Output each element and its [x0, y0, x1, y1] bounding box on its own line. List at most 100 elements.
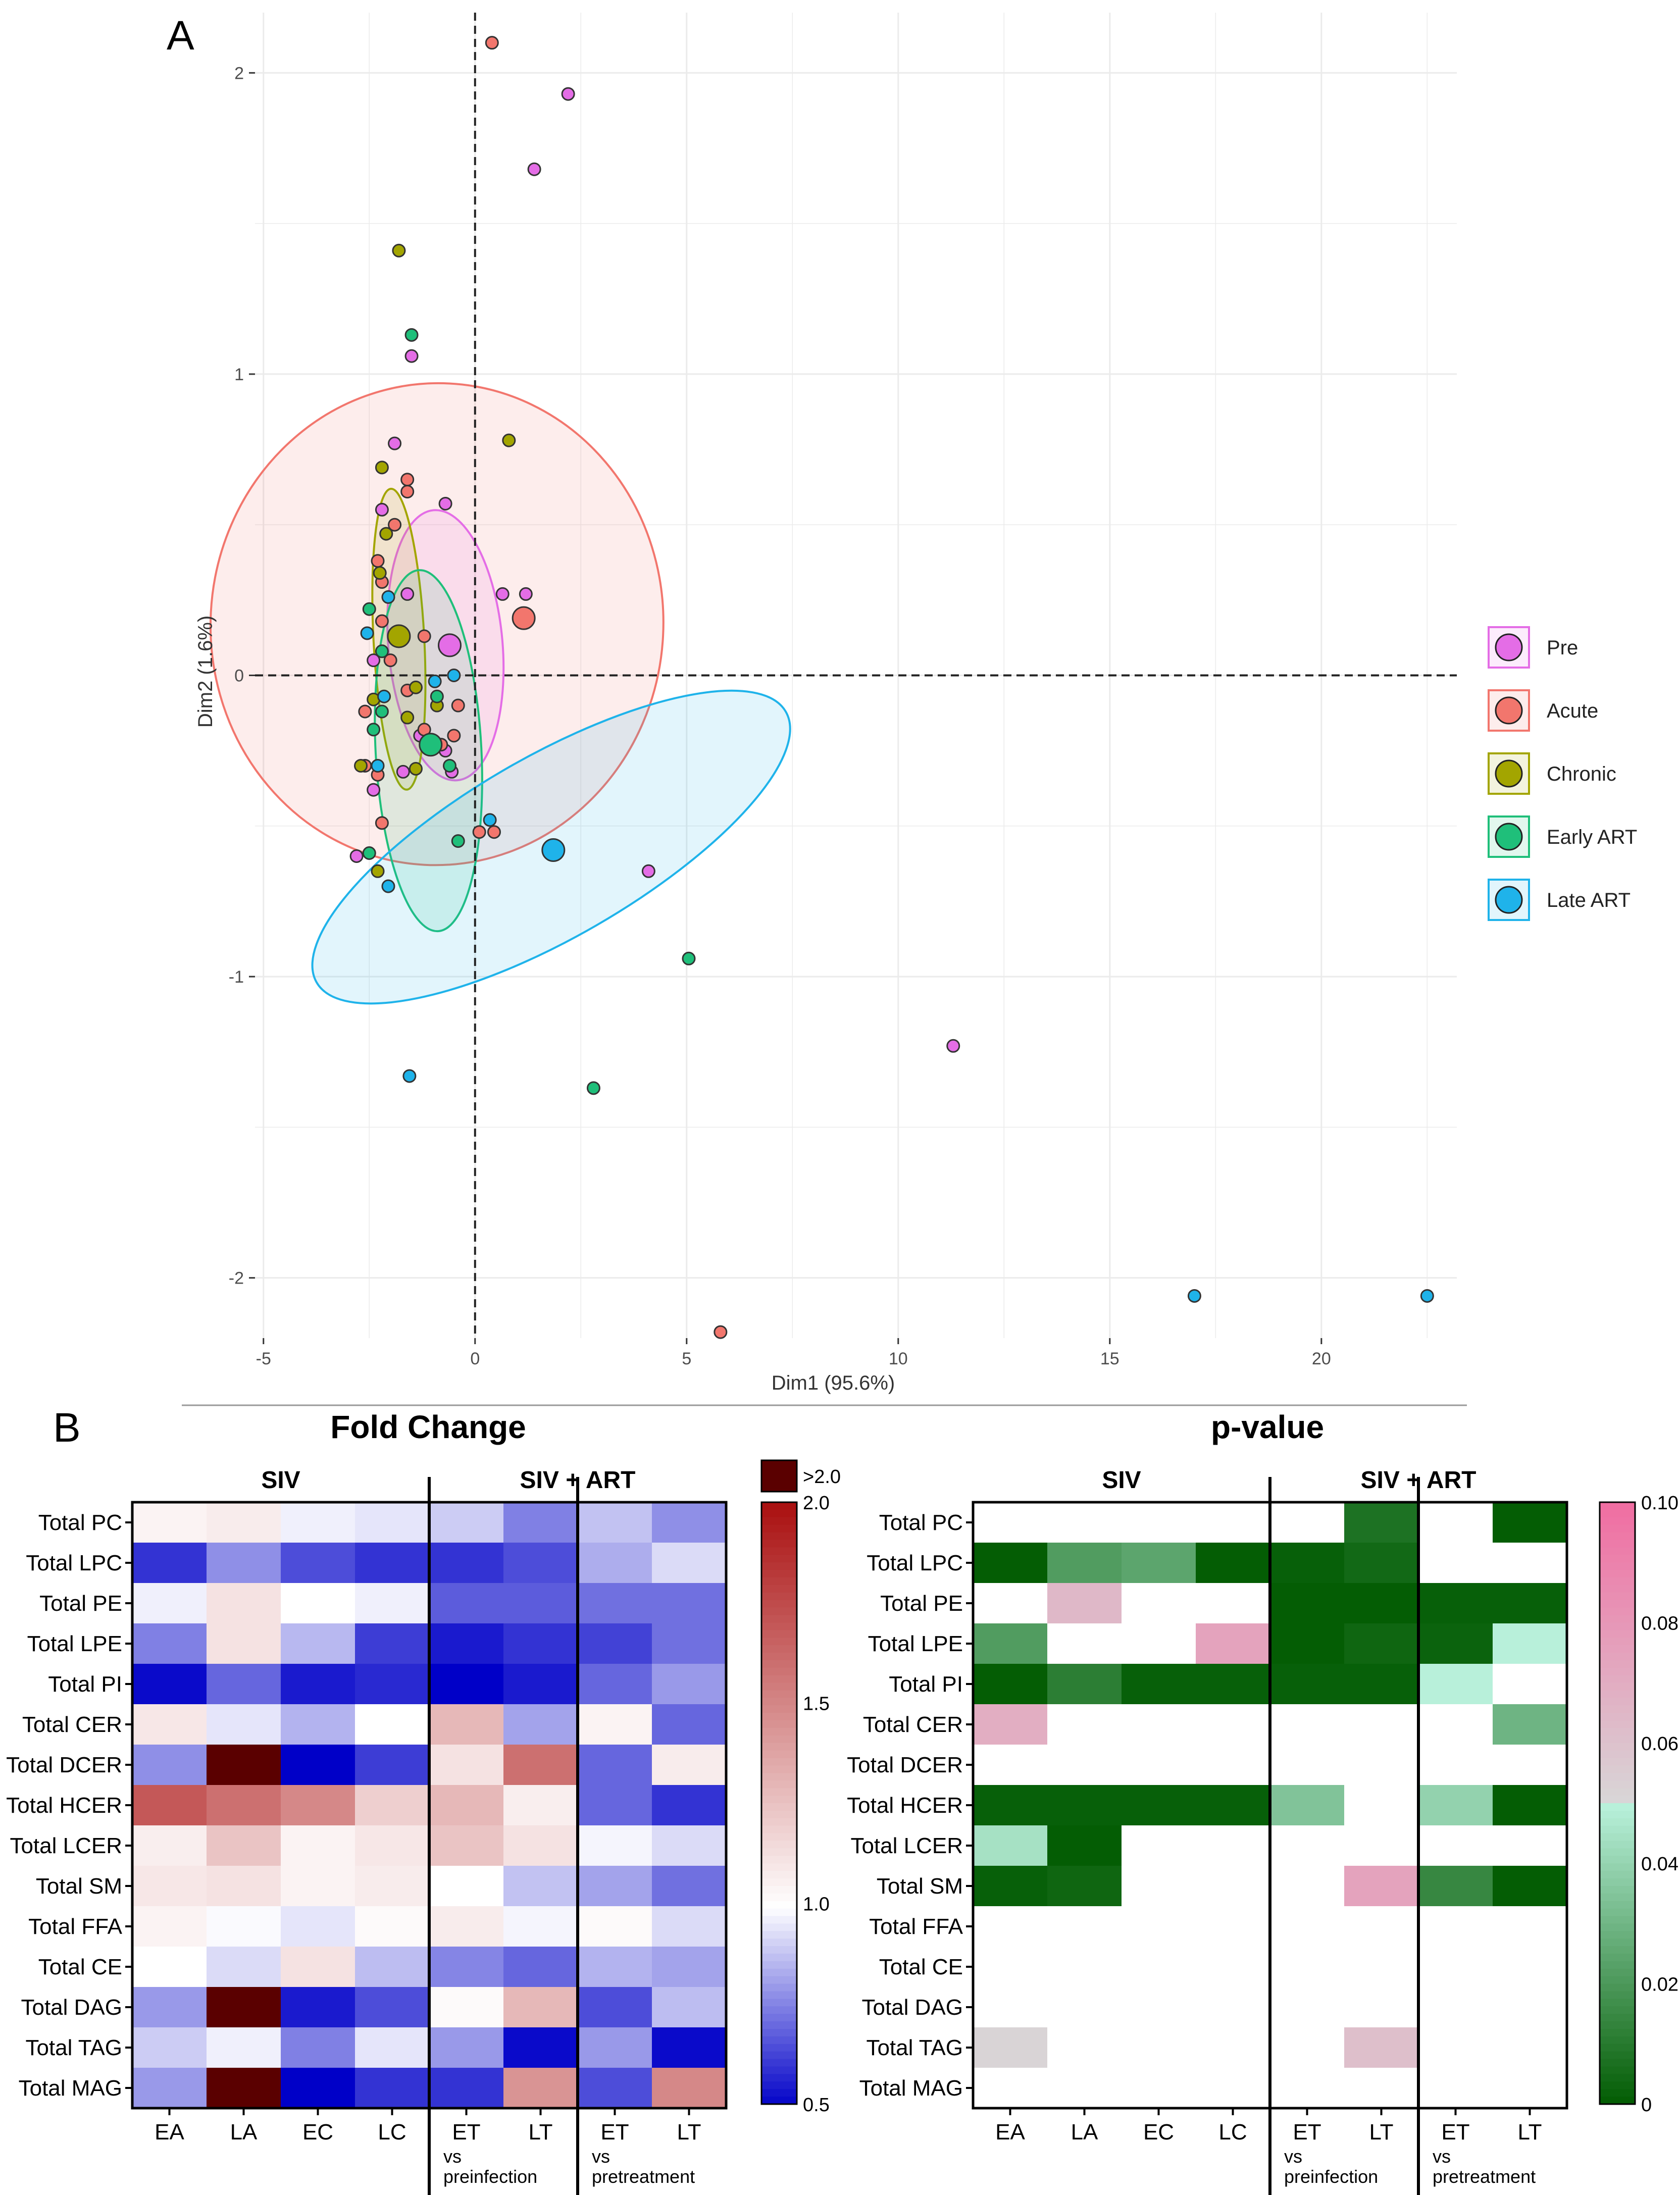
point-acute — [472, 825, 486, 839]
row-label: Total DAG — [861, 1995, 963, 2020]
row-label: Total DCER — [6, 1753, 122, 1777]
colorbar-segment — [761, 1630, 797, 1639]
legend-label: Pre — [1547, 637, 1578, 659]
heatmap-cell — [578, 2068, 652, 2109]
heatmap-cell — [1344, 2027, 1419, 2068]
colorbar-segment — [1600, 1818, 1635, 1826]
y-tick-label: 1 — [234, 365, 244, 384]
colorbar-segment — [1600, 1532, 1635, 1541]
heatmap-cell — [132, 1866, 207, 1907]
heatmap-cell — [1196, 1583, 1270, 1624]
column-label: EC — [1143, 2120, 1174, 2145]
row-label: Total FFA — [869, 1914, 963, 1939]
point-late-art — [447, 669, 461, 682]
heatmap-cell — [355, 1825, 430, 1866]
colorbar-segment — [761, 1863, 797, 1872]
colorbar-segment — [761, 1585, 797, 1593]
heatmap-cell — [503, 1866, 578, 1907]
comparison-label: vs preinfection — [443, 2146, 537, 2187]
colorbar-segment — [1600, 1908, 1635, 1917]
colorbar-segment — [1600, 1954, 1635, 1962]
colorbar-segment — [761, 1788, 797, 1797]
heatmap-cell — [207, 1664, 281, 1705]
colorbar-segment — [761, 1999, 797, 2007]
heatmap-cell — [1122, 1987, 1196, 2028]
colorbar-segment — [761, 1502, 797, 1510]
colorbar-segment — [761, 1976, 797, 1984]
colorbar-segment — [1600, 1991, 1635, 2000]
column-label: LA — [230, 2120, 258, 2145]
colorbar-tick-label: 2.0 — [803, 1493, 830, 1514]
heatmap-cell — [1122, 1583, 1196, 1624]
heatmap-cell — [1196, 1825, 1270, 1866]
heatmap-cell — [1122, 1745, 1196, 1785]
colorbar-segment — [1600, 1773, 1635, 1781]
heatmap-cell — [1047, 1664, 1122, 1705]
heatmap-cell — [1270, 1704, 1345, 1745]
heatmap-cell — [429, 1664, 504, 1705]
colorbar-segment — [1600, 1901, 1635, 1909]
group-header-siv: SIV — [1102, 1467, 1141, 1494]
colorbar-tick-label: 0.04 — [1641, 1854, 1678, 1875]
colorbar-segment — [761, 1728, 797, 1736]
colorbar-segment — [1600, 1585, 1635, 1593]
point-early-art — [362, 602, 376, 616]
comparison-label: vs pretreatment — [592, 2146, 695, 2187]
point-acute — [388, 518, 402, 532]
row-label: Total CE — [38, 1955, 122, 1979]
heatmap-cell — [1196, 1543, 1270, 1584]
heatmap-cell — [503, 2068, 578, 2109]
point-pre — [495, 587, 510, 601]
heatmap-cell — [1418, 2027, 1493, 2068]
heatmap-cell — [1493, 1825, 1567, 1866]
colorbar-segment — [1600, 1893, 1635, 1902]
point-pre — [438, 496, 452, 511]
point-chronic — [502, 433, 516, 447]
heatmap-cell — [355, 1987, 430, 2028]
colorbar-segment — [761, 1923, 797, 1932]
heatmap-cell — [1196, 1623, 1270, 1664]
point-early-art — [375, 704, 389, 719]
point-acute — [447, 729, 461, 743]
point-early-art — [375, 644, 389, 658]
heatmap-cell — [132, 1825, 207, 1866]
heatmap-cell — [132, 1664, 207, 1705]
point-acute — [714, 1325, 728, 1339]
colorbar-segment — [761, 2014, 797, 2022]
colorbar-segment — [761, 1562, 797, 1571]
heatmap-cell — [1493, 1502, 1567, 1543]
column-label: LT — [677, 2120, 701, 2145]
heatmap-cell — [973, 2068, 1048, 2109]
heatmap-cell — [429, 1825, 504, 1866]
colorbar-segment — [761, 2021, 797, 2029]
colorbar-segment — [761, 1983, 797, 1992]
heatmap-cell — [503, 1947, 578, 1987]
point-chronic — [400, 710, 415, 725]
heatmap-cell — [578, 1785, 652, 1826]
colorbar-segment — [761, 1961, 797, 1969]
colorbar-segment — [761, 1517, 797, 1525]
heatmap-cell — [1270, 1987, 1345, 2028]
point-early-art — [404, 328, 419, 342]
heatmap-cell — [1344, 1906, 1419, 1947]
heatmap-cell — [207, 1583, 281, 1624]
heatmap-cell — [207, 1785, 281, 1826]
colorbar-segment — [761, 1833, 797, 1842]
heatmap-cell — [132, 2068, 207, 2109]
heatmap-cell — [1047, 1987, 1122, 2028]
heatmap-cell — [973, 2027, 1048, 2068]
heatmap-cell — [429, 1583, 504, 1624]
heatmap-cell — [1270, 1947, 1345, 1987]
colorbar-tick-label: 0.06 — [1641, 1733, 1678, 1755]
heatmap-cell — [1344, 2068, 1419, 2109]
group-header-siv-art: SIV + ART — [520, 1467, 636, 1494]
column-label: EA — [155, 2120, 184, 2145]
x-tick-label: 20 — [1312, 1349, 1331, 1368]
point-late-art — [1187, 1289, 1201, 1303]
point-chronic — [375, 461, 389, 475]
colorbar-segment — [1600, 1938, 1635, 1947]
centroid-acute — [512, 606, 536, 630]
heatmap-cell — [578, 1704, 652, 1745]
heatmap-cell — [1196, 1947, 1270, 1987]
colorbar-segment — [1600, 1645, 1635, 1653]
